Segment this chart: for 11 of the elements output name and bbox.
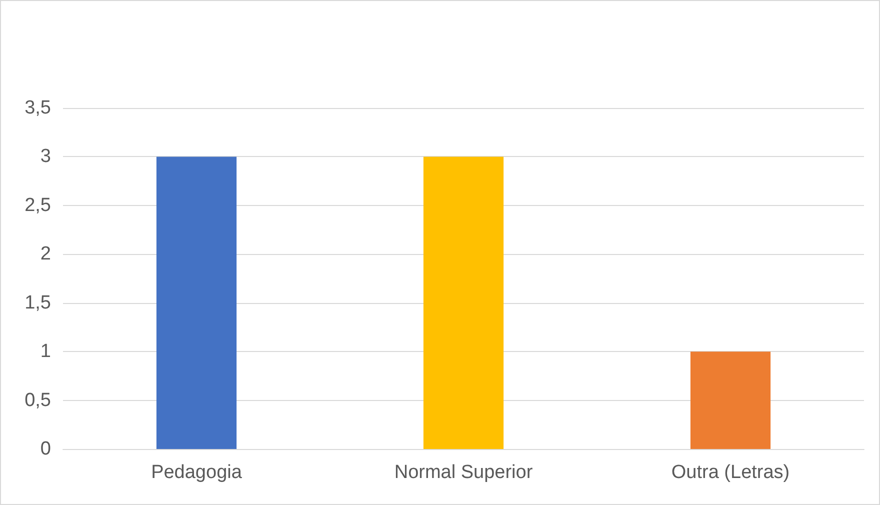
y-tick-label: 0,5 (24, 390, 51, 411)
y-tick-label: 1,5 (24, 292, 51, 314)
x-tick-label: Pedagogia (151, 462, 242, 483)
y-tick-label: 3 (40, 146, 51, 168)
y-tick-label: 2 (40, 244, 51, 265)
y-tick-label: 2,5 (24, 194, 51, 216)
y-tick-label: 3,5 (24, 98, 51, 118)
y-tick-label: 1 (40, 341, 51, 362)
x-tick-label: Normal Superior (394, 462, 534, 483)
y-tick-label: 0 (40, 438, 51, 460)
x-tick-label: Outra (Letras) (671, 462, 790, 483)
